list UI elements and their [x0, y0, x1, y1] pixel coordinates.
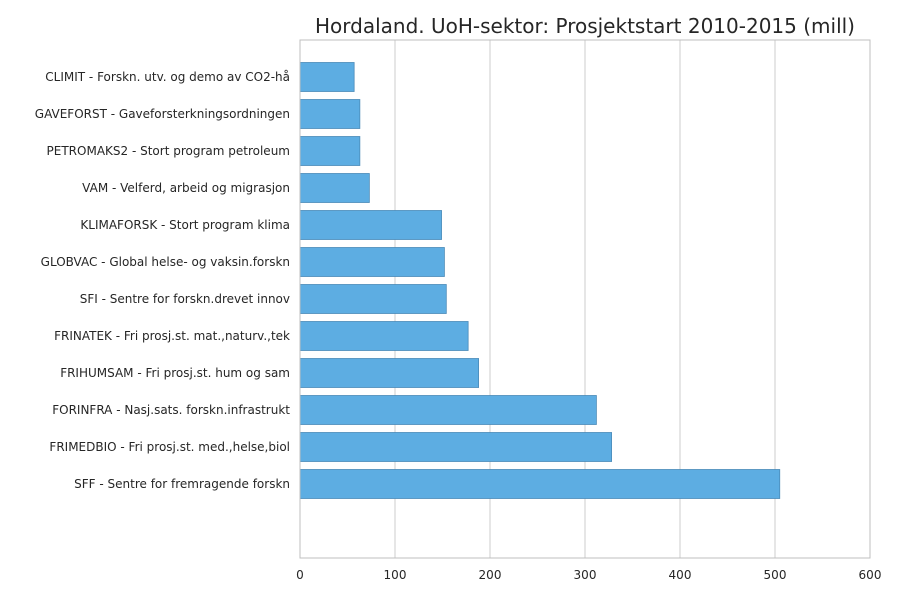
category-label: VAM - Velferd, arbeid og migrasjon — [82, 181, 290, 195]
bar — [299, 99, 361, 129]
bar — [299, 136, 361, 166]
category-label: GLOBVAC - Global helse- og vaksin.forskn — [41, 255, 290, 269]
category-label: FRIMEDBIO - Fri prosj.st. med.,helse,bio… — [49, 440, 290, 454]
bar — [299, 210, 442, 240]
x-tick-label: 400 — [669, 568, 692, 582]
bar — [299, 469, 781, 499]
bars — [299, 62, 781, 499]
plot-border — [299, 39, 871, 559]
bar — [299, 432, 613, 462]
x-tick-label: 0 — [296, 568, 304, 582]
chart-title: Hordaland. UoH-sektor: Prosjektstart 201… — [315, 14, 855, 38]
x-tick-label: 500 — [764, 568, 787, 582]
category-label: KLIMAFORSK - Stort program klima — [80, 218, 290, 232]
category-label: FRINATEK - Fri prosj.st. mat.,naturv.,te… — [54, 329, 290, 343]
category-label: CLIMIT - Forskn. utv. og demo av CO2-hå — [45, 70, 290, 84]
bar — [299, 62, 355, 92]
bar — [299, 284, 447, 314]
x-tick-labels: 0 100 200 300 400 500 600 — [296, 568, 881, 582]
category-labels: CLIMIT - Forskn. utv. og demo av CO2-hå G… — [35, 70, 291, 491]
x-tick-label: 100 — [384, 568, 407, 582]
x-tick-label: 300 — [574, 568, 597, 582]
bar — [299, 358, 480, 388]
plot-frame — [299, 39, 871, 559]
bar — [299, 321, 469, 351]
bar — [299, 173, 370, 203]
bar — [299, 395, 597, 425]
category-label: PETROMAKS2 - Stort program petroleum — [47, 144, 290, 158]
bar — [299, 247, 445, 277]
category-label: SFI - Sentre for forskn.drevet innov — [80, 292, 290, 306]
category-label: GAVEFORST - Gaveforsterkningsordningen — [35, 107, 290, 121]
x-tick-label: 200 — [479, 568, 502, 582]
x-tick-label: 600 — [859, 568, 882, 582]
category-label: FORINFRA - Nasj.sats. forskn.infrastrukt — [52, 403, 290, 417]
category-label: SFF - Sentre for fremragende forskn — [74, 477, 290, 491]
category-label: FRIHUMSAM - Fri prosj.st. hum og sam — [60, 366, 290, 380]
